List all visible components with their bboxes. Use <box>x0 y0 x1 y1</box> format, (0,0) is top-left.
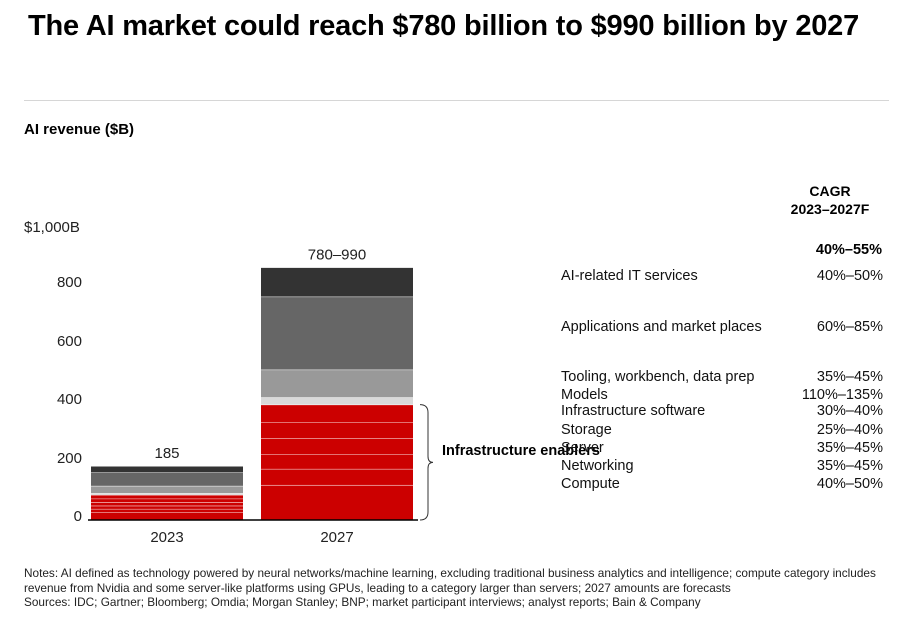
bar-segment-top-band <box>261 267 413 297</box>
title-divider <box>24 100 889 101</box>
y-tick-label: 800 <box>56 274 82 292</box>
segment-label: AI-related IT services <box>561 268 698 284</box>
bar-total-label: 185 <box>154 445 179 462</box>
y-tick-label: 200 <box>56 449 82 467</box>
segment-cagr: 40%–50% <box>816 476 883 492</box>
segment-label: Models <box>561 387 608 403</box>
bar-segment-ai-related-it-services <box>261 296 413 370</box>
total-cagr: 40%–55% <box>815 242 882 258</box>
segment-cagr: 40%–50% <box>816 268 883 284</box>
segment-label: Tooling, workbench, data prep <box>561 369 755 385</box>
bar-segment-ai-related-it-services <box>91 472 243 486</box>
bar-segment-compute <box>91 512 243 520</box>
cagr-header-line-1: CAGR <box>809 183 851 199</box>
bar-segment-infrastructure-software <box>91 498 243 503</box>
segment-label: Networking <box>561 458 634 474</box>
segment-label: Compute <box>561 476 620 492</box>
bar-segment-networking <box>261 468 413 485</box>
segment-label: Storage <box>561 422 612 438</box>
chart-subtitle: AI revenue ($B) <box>24 121 135 138</box>
cagr-header-line-2: 2023–2027F <box>790 201 870 217</box>
bracket-label: Infrastructure enablers <box>442 443 600 459</box>
bar-segment-infrastructure-software <box>261 422 413 439</box>
bar-segment-storage <box>91 502 243 506</box>
bar-segment-top-band <box>91 465 243 473</box>
segment-cagr: 35%–45% <box>816 440 883 456</box>
bar-segment-server <box>91 505 243 509</box>
x-tick-label: 2023 <box>150 529 183 546</box>
infrastructure-bracket <box>419 404 434 521</box>
bar-segment-tooling-workbench-data-prep <box>91 493 243 495</box>
y-tick-label: $1,000B <box>24 219 80 236</box>
y-tick-label: 400 <box>56 391 82 409</box>
y-tick-label: 600 <box>56 332 82 350</box>
x-tick-label: 2027 <box>320 529 353 546</box>
segment-cagr: 60%–85% <box>816 319 883 335</box>
segment-cagr: 35%–45% <box>816 458 883 474</box>
notes: Notes: AI defined as technology powered … <box>24 566 884 610</box>
segment-cagr: 30%–40% <box>816 403 883 419</box>
bar-segment-models <box>91 494 243 499</box>
segment-label: Server <box>561 440 604 456</box>
bar-segment-storage <box>261 438 413 455</box>
y-tick-label: 0 <box>73 508 82 525</box>
bar-segment-compute <box>261 484 413 520</box>
bar-segment-applications-and-market-places <box>261 369 413 398</box>
bar-total-label: 780–990 <box>308 246 366 263</box>
segment-label: Applications and market places <box>561 319 762 335</box>
bar-segment-models <box>261 404 413 423</box>
segment-cagr: 25%–40% <box>816 422 883 438</box>
bar-segment-server <box>261 454 413 469</box>
page-title: The AI market could reach $780 billion t… <box>28 10 860 42</box>
bar-segment-networking <box>91 508 243 513</box>
segment-cagr: 35%–45% <box>816 369 883 385</box>
segment-cagr: 110%–135% <box>801 387 883 403</box>
sources-text: Sources: IDC; Gartner; Bloomberg; Omdia;… <box>24 595 701 609</box>
notes-text: Notes: AI defined as technology powered … <box>24 566 876 595</box>
bar-segment-applications-and-market-places <box>91 485 243 494</box>
bar-segment-tooling-workbench-data-prep <box>261 397 413 405</box>
cagr-header: CAGR 2023–2027F <box>770 182 890 218</box>
segment-label: Infrastructure software <box>561 403 706 419</box>
